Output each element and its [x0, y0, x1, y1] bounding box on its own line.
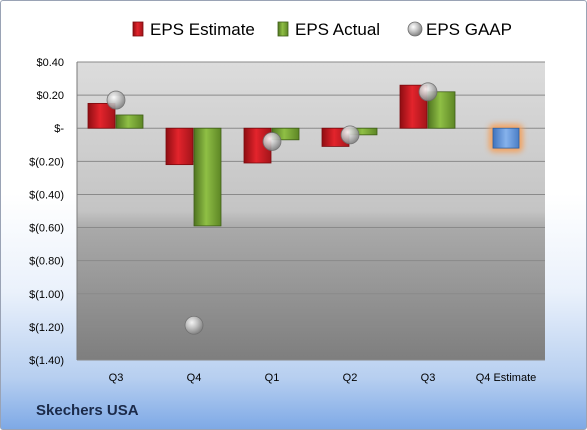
legend-label: EPS Estimate — [150, 20, 255, 39]
y-axis-labels: $0.40 $0.20 $- $(0.20) $(0.40) $(0.60) $(0.80)… — [29, 57, 64, 367]
y-tick-label: $(0.40) — [29, 189, 64, 201]
legend: EPS Estimate EPS Actual EPS GAAP — [132, 20, 512, 39]
marker-eps-gaap — [262, 132, 282, 151]
marker-eps-gaap — [184, 315, 204, 335]
marker-eps-gaap — [340, 125, 360, 145]
gaap-markers — [106, 82, 438, 335]
marker-eps-gaap — [418, 82, 438, 102]
bars — [87, 84, 523, 227]
y-tick-label: $(1.20) — [29, 322, 64, 334]
x-tick-label: Q3 — [421, 372, 436, 384]
x-tick-label: Q3 — [109, 372, 124, 384]
y-tick-label: $0.20 — [36, 90, 64, 102]
y-tick-label: $0.40 — [36, 57, 64, 69]
bar-forecast — [492, 127, 520, 149]
x-tick-label: Q4 — [187, 372, 202, 384]
legend-swatch — [407, 21, 423, 37]
company-label: Skechers USA — [36, 402, 139, 419]
legend-swatch — [277, 21, 289, 37]
legend-swatch — [132, 21, 144, 37]
bar-eps-estimate — [165, 127, 194, 166]
y-tick-label: $(0.60) — [29, 223, 64, 235]
y-tick-label: $(0.80) — [29, 256, 64, 268]
plot-area — [77, 62, 545, 360]
y-tick-label: $- — [54, 123, 64, 135]
x-axis-labels: Q3 Q4 Q1 Q2 Q3 Q4 Estimate — [109, 372, 537, 384]
x-tick-label: Q1 — [265, 372, 280, 384]
legend-label: EPS GAAP — [426, 20, 512, 39]
bar-eps-actual — [115, 114, 144, 129]
y-tick-label: $(1.40) — [29, 355, 64, 367]
x-tick-label: Q2 — [343, 372, 358, 384]
y-tick-label: $(1.00) — [29, 289, 64, 301]
x-tick-label: Q4 Estimate — [476, 372, 537, 384]
marker-eps-gaap — [106, 90, 126, 110]
bar-eps-actual — [193, 127, 222, 227]
gridlines — [76, 61, 545, 361]
legend-label: EPS Actual — [295, 20, 380, 39]
y-tick-label: $(0.20) — [29, 156, 64, 168]
